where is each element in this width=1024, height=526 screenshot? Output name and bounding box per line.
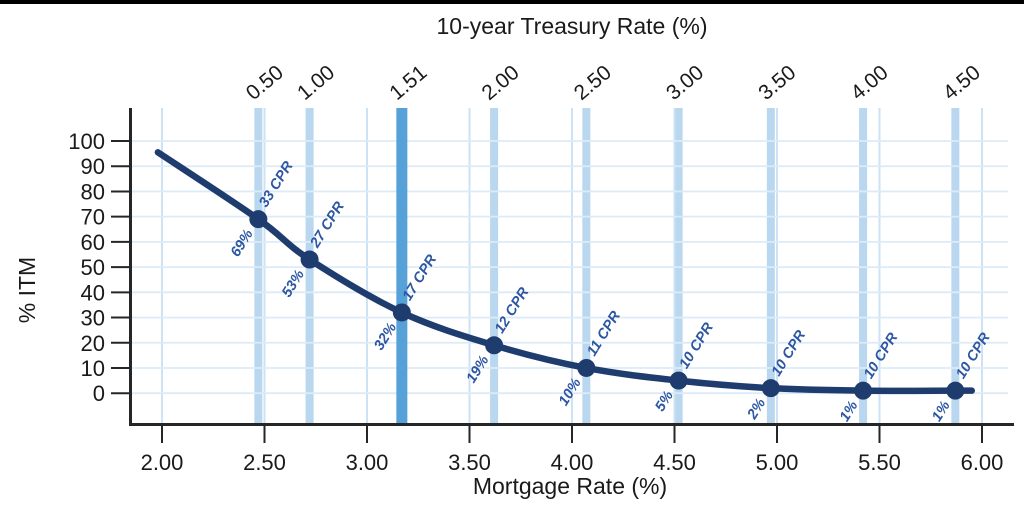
treasury-band-highlight <box>396 108 408 423</box>
x-tick-label: 3.00 <box>346 450 389 475</box>
top-axis-tick-label: 2.00 <box>478 61 524 105</box>
x-tick-label: 6.00 <box>961 450 1004 475</box>
treasury-band <box>490 108 499 423</box>
treasury-band <box>951 108 960 423</box>
data-point-marker <box>485 336 504 355</box>
x-tick-label: 2.50 <box>243 450 286 475</box>
itm-percent-label: 19% <box>464 353 493 386</box>
x-tick-label: 4.00 <box>551 450 594 475</box>
top-black-bar <box>0 0 1024 4</box>
treasury-band <box>254 108 263 423</box>
y-tick-label: 30 <box>81 306 105 331</box>
top-axis-tick-label: 3.50 <box>754 61 800 105</box>
x-axis-spine <box>129 423 1014 426</box>
top-axis-tick-label: 4.00 <box>847 61 893 105</box>
y-tick-label: 40 <box>81 280 105 305</box>
y-tick-label: 0 <box>93 381 105 406</box>
y-axis-spine <box>129 108 132 426</box>
data-point-marker <box>249 210 268 229</box>
itm-percent-label: 5% <box>652 388 677 414</box>
top-axis-tick-label: 1.51 <box>385 61 431 105</box>
y-tick-label: 90 <box>81 154 105 179</box>
top-axis-tick-label: 2.50 <box>570 61 616 105</box>
y-tick-label: 50 <box>81 255 105 280</box>
y-tick-label: 80 <box>81 179 105 204</box>
itm-percent-label: 69% <box>228 227 257 260</box>
y-tick-label: 10 <box>81 356 105 381</box>
data-point-marker <box>854 381 873 400</box>
itm-percent-label: 1% <box>837 398 862 424</box>
x-tick-label: 4.50 <box>653 450 696 475</box>
x-tick-label: 2.00 <box>141 450 184 475</box>
top-axis-title: 10-year Treasury Rate (%) <box>436 13 708 39</box>
y-tick-label: 60 <box>81 230 105 255</box>
y-tick-label: 20 <box>81 331 105 356</box>
treasury-band <box>674 108 683 423</box>
x-tick-label: 5.00 <box>756 450 799 475</box>
top-axis-tick-label: 0.50 <box>242 61 288 105</box>
itm-percent-label: 32% <box>371 320 400 353</box>
top-axis-tick-label: 4.50 <box>939 61 985 105</box>
treasury-band <box>859 108 868 423</box>
treasury-band <box>766 108 775 423</box>
treasury-band <box>582 108 591 423</box>
x-axis-title: Mortgage Rate (%) <box>472 473 668 499</box>
itm-percent-label: 53% <box>279 267 308 300</box>
itm-percent-label: 2% <box>744 396 769 423</box>
data-point-marker <box>761 379 780 398</box>
top-axis-tick-label: 1.00 <box>293 61 339 105</box>
y-tick-label: 100 <box>68 129 105 154</box>
itm-percent-label: 1% <box>929 398 954 424</box>
top-axis-tick-label: 3.00 <box>662 61 708 105</box>
itm-percent-label: 10% <box>556 376 585 409</box>
x-tick-label: 5.50 <box>858 450 901 475</box>
x-tick-label: 3.50 <box>448 450 491 475</box>
data-point-marker <box>392 303 411 322</box>
data-point-marker <box>300 250 319 269</box>
data-point-marker <box>669 371 688 390</box>
data-point-marker <box>577 358 596 377</box>
y-tick-label: 70 <box>81 205 105 230</box>
data-point-marker <box>946 381 965 400</box>
